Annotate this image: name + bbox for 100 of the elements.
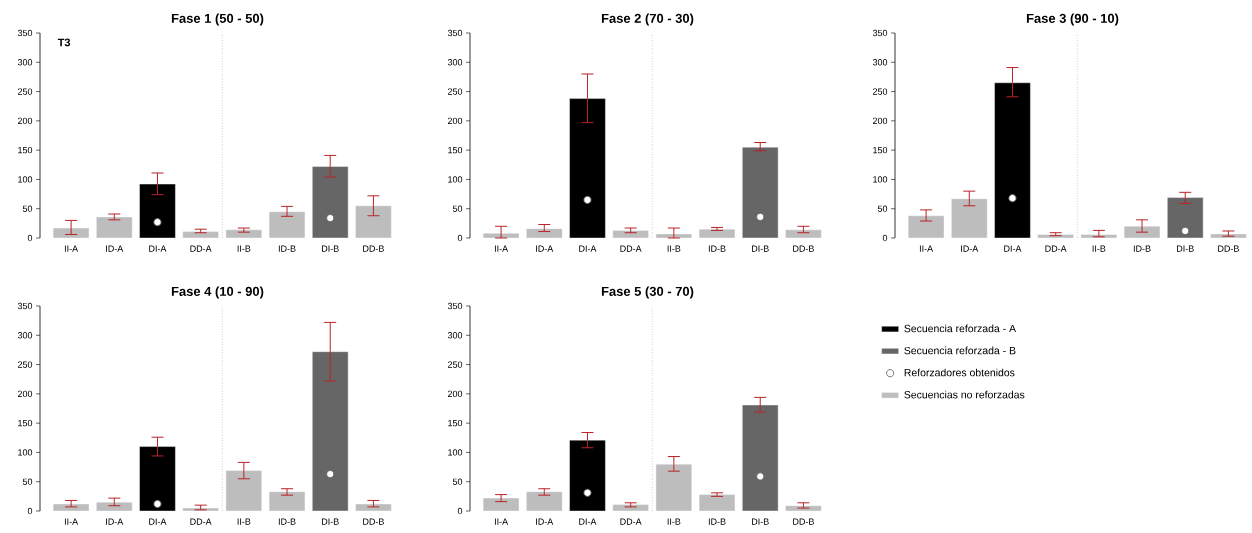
y-tick-label: 100 (448, 449, 463, 456)
y-tick-label: 150 (18, 419, 33, 427)
y-tick-label: 200 (17, 117, 33, 125)
y-tick-label: 300 (17, 59, 33, 66)
x-tick-label: DI-B (1177, 245, 1194, 252)
x-tick-label: ID-A (106, 245, 124, 252)
y-tick-label: 0 (457, 507, 463, 515)
y-tick-label: 200 (447, 390, 463, 398)
y-tick-label: 350 (17, 302, 33, 310)
bar (96, 502, 133, 512)
y-tick-label: 50 (22, 205, 33, 212)
x-tick-label: II-B (237, 518, 251, 525)
x-tick-label: ID-B (278, 245, 296, 252)
y-tick-label: 50 (452, 478, 463, 485)
y-tick-label: 100 (18, 176, 33, 183)
y-tick-label: 300 (447, 332, 463, 339)
bar (312, 166, 349, 239)
x-tick-label: ID-B (278, 518, 296, 525)
x-tick-label: DI-A (149, 245, 167, 252)
x-tick-label: DD-A (620, 518, 642, 525)
chart-title: Fase 4 (10 - 90) (171, 286, 264, 299)
y-tick-label: 0 (27, 234, 33, 242)
bar (268, 491, 306, 512)
x-tick-label: DI-B (321, 245, 339, 252)
chart-title: Fase 3 (90 - 10) (1026, 13, 1119, 26)
x-tick-label: DI-A (1004, 245, 1022, 252)
x-tick-label: ID-B (708, 245, 726, 252)
x-tick-label: II-B (667, 245, 681, 252)
y-tick-label: 150 (448, 419, 463, 427)
y-tick-label: 0 (27, 507, 33, 515)
y-tick-label: 100 (18, 449, 33, 456)
bar (526, 228, 563, 239)
x-tick-label: II-A (494, 245, 509, 252)
chart-title: Fase 5 (30 - 70) (601, 286, 694, 299)
x-tick-label: DI-B (751, 518, 769, 525)
bar (355, 205, 392, 239)
bar (1210, 233, 1247, 239)
y-tick-label: 350 (872, 29, 888, 37)
bar (569, 439, 606, 512)
chart-title: Fase 1 (50 - 50) (171, 13, 264, 26)
legend-label: Secuencia reforzada - B (904, 346, 1016, 355)
bar (698, 494, 736, 512)
x-tick-label: II-B (667, 518, 681, 525)
y-tick-label: 300 (872, 59, 888, 66)
x-tick-label: DI-A (579, 245, 597, 252)
bar (612, 230, 649, 239)
x-tick-label: ID-A (536, 245, 554, 252)
x-tick-label: II-A (494, 518, 509, 525)
bar (1123, 226, 1161, 239)
y-tick-label: 200 (447, 117, 463, 125)
x-tick-label: II-B (237, 245, 251, 252)
bar (139, 183, 176, 239)
bar (312, 351, 349, 512)
y-tick-label: 0 (457, 234, 463, 242)
bar (52, 227, 90, 239)
x-tick-label: II-B (1092, 245, 1106, 252)
bar (482, 497, 520, 512)
x-tick-label: DD-A (190, 245, 212, 252)
y-tick-label: 100 (873, 176, 888, 183)
y-tick-label: 50 (452, 205, 463, 212)
legend-label: Reforzadores obtenidos (904, 368, 1015, 377)
annotation: T3 (57, 38, 71, 47)
x-tick-label: DD-B (1218, 245, 1239, 252)
x-tick-label: DI-B (321, 518, 339, 525)
bar (742, 404, 779, 512)
x-tick-label: II-A (64, 518, 79, 525)
x-tick-label: DI-A (149, 518, 167, 525)
x-tick-label: ID-A (536, 518, 554, 525)
bar (785, 229, 822, 239)
y-tick-label: 150 (18, 146, 33, 154)
y-tick-label: 100 (448, 176, 463, 183)
y-tick-label: 250 (447, 88, 463, 95)
x-tick-label: DD-A (620, 245, 642, 252)
x-tick-label: DD-B (793, 245, 814, 252)
bar (655, 463, 692, 512)
x-tick-label: ID-B (1133, 245, 1151, 252)
x-tick-label: DD-A (1045, 245, 1067, 252)
bar (951, 198, 988, 239)
y-tick-label: 200 (17, 390, 33, 398)
bar (526, 491, 563, 512)
bar (268, 211, 306, 239)
bar (742, 147, 779, 239)
bar (96, 216, 133, 239)
x-tick-label: ID-B (708, 518, 726, 525)
bar (1167, 197, 1204, 239)
bar (1037, 234, 1074, 239)
x-tick-label: DI-B (751, 245, 769, 252)
y-tick-label: 250 (17, 88, 33, 95)
x-tick-label: DD-A (190, 518, 212, 525)
bar (907, 215, 945, 239)
bar (994, 82, 1031, 239)
bar (698, 229, 736, 239)
y-tick-label: 50 (877, 205, 888, 212)
y-tick-label: 300 (447, 59, 463, 66)
bar (569, 98, 606, 239)
x-tick-label: DD-B (363, 518, 384, 525)
y-tick-label: 300 (17, 332, 33, 339)
y-tick-label: 150 (873, 146, 888, 154)
bar (225, 470, 262, 512)
x-tick-label: II-A (919, 245, 934, 252)
